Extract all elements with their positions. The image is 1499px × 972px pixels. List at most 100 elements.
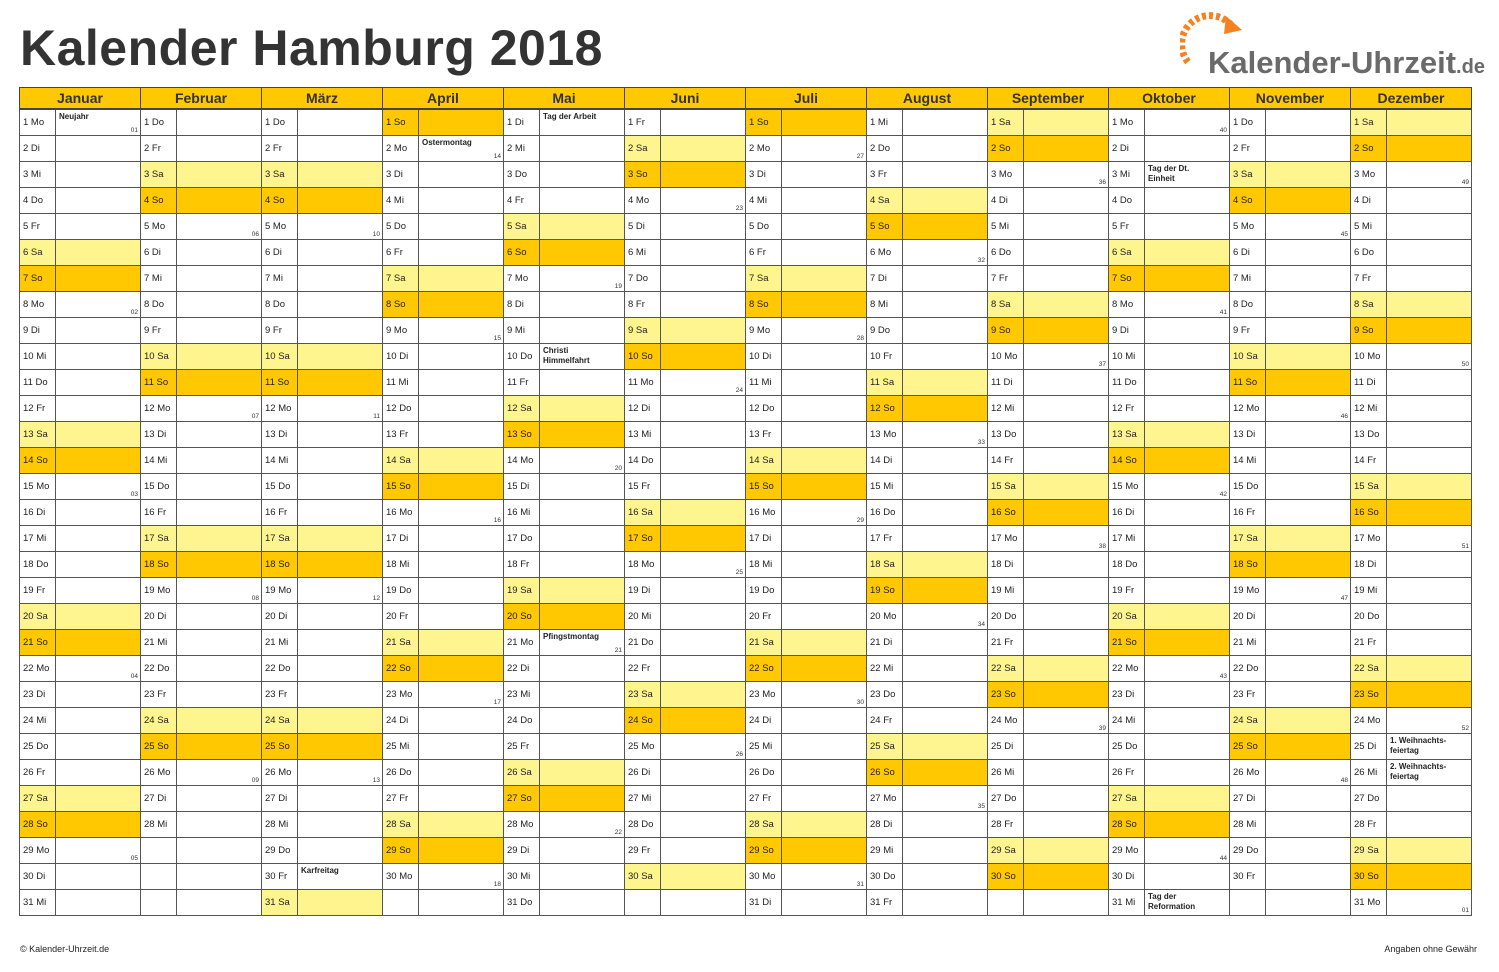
- day-cell: 13 Fr: [382, 421, 419, 448]
- note-cell: [176, 447, 262, 474]
- note-cell: [297, 187, 383, 214]
- note-cell: [418, 759, 504, 786]
- day-cell: 10 Mi: [19, 343, 56, 370]
- day-cell: 18 So: [140, 551, 177, 578]
- holiday-label: 1. Weihnachts- feiertag: [1390, 736, 1447, 755]
- day-cell: 9 Mo: [382, 317, 419, 344]
- day-cell: 13 Di: [140, 421, 177, 448]
- day-cell: 19 Fr: [1108, 577, 1145, 604]
- week-number: 17: [493, 699, 501, 706]
- day-cell: 21 Mo: [503, 629, 540, 656]
- day-cell: 24 Di: [382, 707, 419, 734]
- calendar-row: 19 Fr 19 Mo 08 19 Mo 12 19 Do 19 Sa 19 Di 19 Do 1…: [19, 577, 1472, 604]
- note-cell: [781, 785, 867, 812]
- note-cell: [1023, 369, 1109, 396]
- day-cell: 24 Sa: [140, 707, 177, 734]
- note-cell: [1144, 499, 1230, 526]
- day-cell: 5 Fr: [19, 213, 56, 240]
- day-cell: 25 Mi: [382, 733, 419, 760]
- day-cell: 4 So: [140, 187, 177, 214]
- note-cell: [176, 707, 262, 734]
- day-cell: 31 Mi: [1108, 889, 1145, 916]
- day-cell: 19 Mi: [987, 577, 1024, 604]
- day-cell: 21 Sa: [745, 629, 782, 656]
- holiday-label: Christi Himmelfahrt: [543, 346, 590, 365]
- note-cell: [55, 577, 141, 604]
- day-cell: 27 Sa: [1108, 785, 1145, 812]
- month-header: Juni: [624, 87, 746, 110]
- note-cell: [55, 213, 141, 240]
- note-cell: [1265, 161, 1351, 188]
- day-cell: 29 Do: [1229, 837, 1266, 864]
- note-cell: [902, 213, 988, 240]
- note-cell: [660, 655, 746, 682]
- day-cell: 13 Di: [261, 421, 298, 448]
- note-cell: [55, 499, 141, 526]
- week-number: 10: [372, 231, 380, 238]
- day-cell: 11 Do: [19, 369, 56, 396]
- week-number: 23: [735, 205, 743, 212]
- day-cell: 26 Fr: [19, 759, 56, 786]
- day-cell: 28 Sa: [382, 811, 419, 838]
- holiday-label: Karfreitag: [301, 866, 339, 875]
- note-cell: [902, 317, 988, 344]
- note-cell: 08: [176, 577, 262, 604]
- week-number: 44: [1219, 855, 1227, 862]
- day-cell: 10 Fr: [866, 343, 903, 370]
- day-cell: 9 Fr: [140, 317, 177, 344]
- note-cell: Karfreitag: [297, 863, 383, 890]
- note-cell: 46: [1265, 395, 1351, 422]
- day-cell: 24 Fr: [866, 707, 903, 734]
- note-cell: [1386, 421, 1472, 448]
- day-cell: 6 Fr: [745, 239, 782, 266]
- day-cell: 3 Do: [503, 161, 540, 188]
- note-cell: [1144, 447, 1230, 474]
- month-header: November: [1229, 87, 1351, 110]
- day-cell: 21 So: [19, 629, 56, 656]
- day-cell: 30 Sa: [624, 863, 661, 890]
- note-cell: 51: [1386, 525, 1472, 552]
- note-cell: [1023, 239, 1109, 266]
- note-cell: [418, 629, 504, 656]
- day-cell: 2 Mo: [745, 135, 782, 162]
- day-cell: 21 Di: [866, 629, 903, 656]
- note-cell: [539, 369, 625, 396]
- note-cell: [781, 343, 867, 370]
- day-cell: 17 So: [624, 525, 661, 552]
- day-cell: 12 Fr: [19, 395, 56, 422]
- day-cell: 25 So: [261, 733, 298, 760]
- week-number: 42: [1219, 491, 1227, 498]
- note-cell: [1144, 759, 1230, 786]
- note-cell: 1. Weihnachts- feiertag: [1386, 733, 1472, 760]
- day-cell: 25 Fr: [503, 733, 540, 760]
- day-cell: 18 Mi: [382, 551, 419, 578]
- day-cell: 13 Di: [1229, 421, 1266, 448]
- day-cell: 31 Mo: [1350, 889, 1387, 916]
- week-number: 12: [372, 595, 380, 602]
- day-cell: 8 Mi: [866, 291, 903, 318]
- calendar-row: 24 Mi 24 Sa 24 Sa 24 Di 24 Do 24 So 24 Di 24 Fr…: [19, 707, 1472, 734]
- day-cell: 6 Mo: [866, 239, 903, 266]
- day-cell: 4 Di: [987, 187, 1024, 214]
- note-cell: [297, 837, 383, 864]
- day-cell: 29 Mo: [19, 837, 56, 864]
- day-cell: 3 Di: [745, 161, 782, 188]
- note-cell: [418, 733, 504, 760]
- day-cell: 19 Sa: [503, 577, 540, 604]
- note-cell: [781, 473, 867, 500]
- note-cell: [902, 629, 988, 656]
- day-cell: 8 Di: [503, 291, 540, 318]
- note-cell: [1144, 395, 1230, 422]
- note-cell: [297, 421, 383, 448]
- day-cell: 14 Mi: [1229, 447, 1266, 474]
- note-cell: [902, 161, 988, 188]
- day-cell: 26 So: [866, 759, 903, 786]
- note-cell: [1023, 681, 1109, 708]
- day-cell: 18 So: [1229, 551, 1266, 578]
- empty-cell: [140, 837, 177, 864]
- note-cell: [781, 551, 867, 578]
- note-cell: [781, 629, 867, 656]
- day-cell: 16 So: [1350, 499, 1387, 526]
- note-cell: [1265, 785, 1351, 812]
- logo[interactable]: Kalender-Uhrzeit.de: [1180, 12, 1485, 80]
